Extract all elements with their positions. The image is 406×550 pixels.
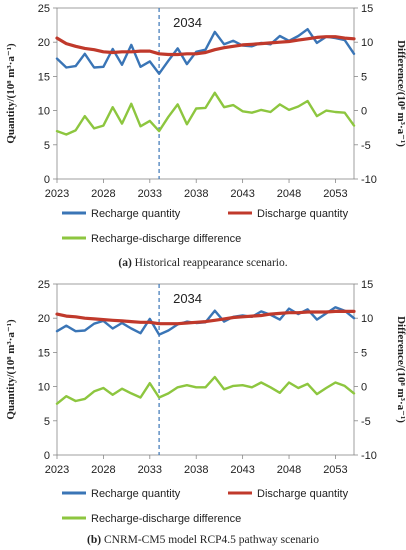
x-tick-label: 2033	[138, 464, 162, 476]
right-y-tick-label: -5	[361, 416, 371, 428]
left-y-tick-label: 20	[38, 37, 50, 49]
left-axis-title: Quantity/(10⁸ m³·a⁻¹)	[5, 43, 17, 144]
right-y-tick-label: 0	[361, 382, 367, 394]
right-y-tick-label: 10	[361, 37, 373, 49]
left-y-tick-label: 20	[38, 313, 50, 325]
right-y-tick-label: 0	[361, 106, 367, 118]
series-line-discharge-quantity	[55, 309, 356, 326]
legend-label: Recharge quantity	[91, 488, 181, 500]
right-y-tick-label: 15	[361, 279, 373, 291]
x-tick-label: 2028	[91, 188, 115, 200]
x-tick-label: 2043	[230, 188, 254, 200]
plot-frame	[56, 283, 355, 456]
x-tick-label: 2023	[45, 188, 69, 200]
legend-label: Recharge quantity	[91, 208, 181, 220]
x-tick-label: 2028	[91, 464, 115, 476]
right-y-tick-label: 5	[361, 347, 367, 359]
x-tick-label: 2053	[323, 464, 347, 476]
figure-caption: (b) CNRM-CM5 model RCP4.5 pathway scenar…	[87, 534, 319, 546]
right-axis-title: Difference/(10⁸ m³·a⁻¹)	[395, 316, 406, 423]
caption-panel-label: (b)	[87, 534, 101, 546]
left-y-tick-label: 5	[44, 416, 50, 428]
series-line-recharge-quantity	[55, 28, 356, 75]
left-y-tick-label: 0	[44, 450, 50, 462]
annotation-label: 2034	[173, 291, 202, 306]
legend-label: Discharge quantity	[257, 208, 349, 220]
left-y-tick-label: 5	[44, 140, 50, 152]
right-axis-title: Difference/(10⁸ m³·a⁻¹)	[395, 40, 406, 147]
x-tick-label: 2053	[323, 188, 347, 200]
left-axis-title: Quantity/(10⁸ m³·a⁻¹)	[5, 319, 17, 420]
left-y-tick-label: 0	[44, 174, 50, 186]
caption-text: CNRM-CM5 model RCP4.5 pathway scenario	[101, 534, 319, 546]
left-y-tick-label: 15	[38, 71, 50, 83]
right-y-tick-label: 5	[361, 71, 367, 83]
x-tick-label: 2023	[45, 464, 69, 476]
caption-text: Historical reappearance scenario.	[132, 257, 288, 269]
series-line-recharge-discharge-difference	[55, 375, 356, 405]
left-y-tick-label: 15	[38, 347, 50, 359]
legend-label: Recharge-discharge difference	[91, 513, 241, 525]
x-tick-label: 2033	[138, 188, 162, 200]
left-y-tick-label: 25	[38, 279, 50, 291]
right-y-tick-label: 10	[361, 313, 373, 325]
left-y-tick-label: 10	[38, 382, 50, 394]
x-tick-label: 2043	[230, 464, 254, 476]
right-y-tick-label: -10	[361, 450, 377, 462]
right-y-tick-label: -5	[361, 140, 371, 152]
annotation-label: 2034	[173, 15, 202, 30]
right-y-tick-label: -10	[361, 174, 377, 186]
right-y-tick-label: 15	[361, 3, 373, 15]
caption-panel-label: (a)	[118, 257, 132, 269]
x-tick-label: 2038	[184, 464, 208, 476]
series-line-discharge-quantity	[55, 35, 356, 57]
legend-label: Recharge-discharge difference	[91, 233, 241, 245]
left-y-tick-label: 10	[38, 106, 50, 118]
plot-frame	[56, 7, 355, 180]
x-tick-label: 2048	[277, 464, 301, 476]
x-tick-label: 2038	[184, 188, 208, 200]
x-tick-label: 2048	[277, 188, 301, 200]
series-line-recharge-discharge-difference	[55, 91, 356, 136]
legend-label: Discharge quantity	[257, 488, 349, 500]
left-y-tick-label: 25	[38, 3, 50, 15]
figure-caption: (a) Historical reappearance scenario.	[118, 257, 287, 269]
